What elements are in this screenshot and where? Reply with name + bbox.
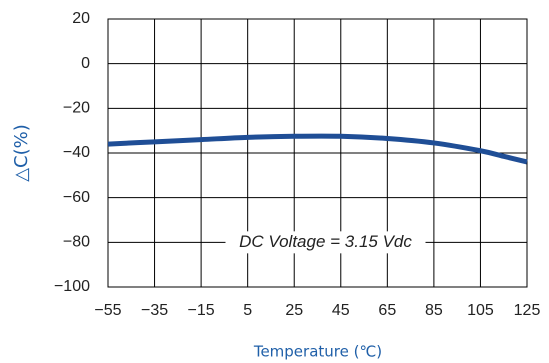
x-tick-label: 85 (425, 302, 443, 319)
y-tick-labels: 20 0 −20 −40 −60 −80 −100 (54, 10, 90, 295)
x-tick-label: −35 (141, 302, 168, 319)
y-tick-label: −40 (63, 144, 90, 161)
y-tick-label: −20 (63, 100, 90, 117)
x-tick-label: −55 (94, 302, 121, 319)
x-tick-label: 65 (378, 302, 396, 319)
series-line (107, 133, 528, 165)
x-tick-label: 125 (514, 302, 541, 319)
y-axis-label: △C(%) (11, 124, 32, 182)
x-tick-label: 105 (467, 302, 494, 319)
annotation-layer: DC Voltage = 3.15 Vdc (225, 231, 426, 254)
x-tick-label: 5 (243, 302, 252, 319)
x-tick-labels: −55 −35 −15 5 25 45 65 85 105 125 (94, 302, 540, 319)
y-tick-label: 0 (81, 55, 90, 72)
x-tick-label: −15 (188, 302, 215, 319)
annotation-label: DC Voltage = 3.15 Vdc (239, 232, 412, 251)
x-tick-label: 45 (332, 302, 350, 319)
grid (107, 18, 528, 288)
y-tick-label: 20 (72, 10, 90, 27)
plot-border (107, 18, 528, 288)
y-tick-label: −100 (54, 278, 90, 295)
annotation-background (225, 231, 426, 254)
y-tick-label: −80 (63, 234, 90, 251)
x-tick-label: 25 (285, 302, 303, 319)
y-tick-label: −60 (63, 189, 90, 206)
series-layer (107, 133, 528, 165)
x-axis-label: Temperature (℃) (253, 343, 382, 361)
